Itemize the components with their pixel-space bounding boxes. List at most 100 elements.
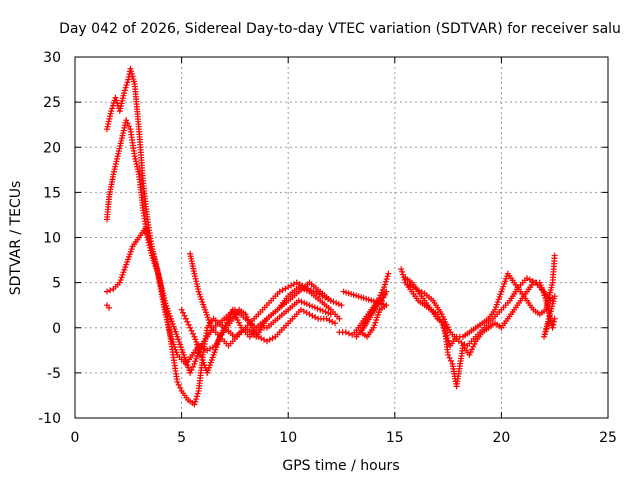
series-trace-5 [178, 306, 339, 376]
data-point [381, 284, 388, 291]
data-point [180, 309, 187, 316]
data-point [311, 304, 318, 311]
data-point [109, 105, 116, 112]
series-trace-8 [402, 275, 558, 390]
data-point [543, 325, 550, 332]
data-point [184, 318, 191, 325]
data-point [121, 90, 128, 97]
y-tick-label: -5 [47, 366, 61, 382]
plot-frame [74, 56, 609, 419]
data-point [466, 351, 473, 358]
y-axis-label: SDTVAR / TECUs [8, 181, 24, 296]
data-point [189, 330, 196, 337]
data-point [322, 308, 329, 315]
data-point [303, 301, 310, 308]
data-point [342, 329, 349, 336]
data-point [107, 287, 114, 294]
x-tick-label: 15 [386, 430, 404, 446]
data-point [551, 252, 558, 259]
data-point [338, 302, 345, 309]
data-point [319, 307, 326, 314]
data-point [177, 384, 184, 391]
data-point [550, 321, 557, 328]
data-point [541, 331, 548, 338]
data-point [384, 273, 391, 280]
data-point [544, 322, 551, 329]
data-point [175, 381, 182, 388]
data-point [385, 270, 392, 277]
data-point [178, 306, 185, 313]
data-point [126, 123, 133, 130]
data-point [187, 324, 194, 331]
data-point [187, 369, 194, 376]
data-point [124, 79, 131, 86]
data-point [330, 298, 337, 305]
data-point [188, 327, 195, 334]
x-tick-label: 5 [177, 430, 186, 446]
data-point [549, 324, 556, 331]
x-axis-label: GPS time / hours [282, 458, 399, 474]
data-point [470, 343, 477, 350]
data-point [123, 117, 130, 124]
data-point [336, 315, 343, 322]
data-point [121, 87, 128, 94]
data-point [108, 108, 115, 115]
data-point [378, 289, 385, 296]
data-point [445, 351, 452, 358]
data-point [109, 102, 116, 109]
data-point [174, 378, 181, 385]
data-point [541, 333, 548, 340]
data-point [245, 316, 252, 323]
data-point [340, 288, 347, 295]
data-point [383, 276, 390, 283]
data-point [106, 304, 113, 311]
x-tick-label: 0 [71, 430, 80, 446]
data-point [122, 84, 129, 91]
data-point [327, 297, 334, 304]
y-tick-label: 0 [52, 321, 61, 337]
data-point [381, 281, 388, 288]
y-tick-label: 30 [43, 50, 61, 66]
data-point [468, 346, 475, 353]
data-points [103, 65, 558, 408]
data-point [194, 390, 201, 397]
data-point [113, 97, 120, 104]
data-point [551, 315, 558, 322]
data-point [325, 310, 332, 317]
data-point [181, 312, 188, 319]
data-point [103, 288, 110, 295]
data-point [447, 357, 454, 364]
series-trace-4 [103, 250, 334, 349]
data-point [246, 319, 253, 326]
data-point [332, 320, 339, 327]
data-point [398, 266, 405, 273]
data-point [191, 401, 198, 408]
data-point [550, 318, 557, 325]
series-trace-6 [336, 270, 392, 340]
data-point [189, 363, 196, 370]
data-point [345, 330, 352, 337]
data-point [379, 286, 386, 293]
data-point [242, 311, 249, 318]
axis-ticks: 0 5 10 15 20 25 -10 -5 0 5 10 15 20 25 30 [38, 50, 617, 446]
series-trace-3 [103, 225, 345, 376]
data-point [382, 278, 389, 285]
data-point [124, 120, 131, 127]
data-point [471, 340, 478, 347]
data-point [333, 299, 340, 306]
data-point [446, 354, 453, 361]
series-trace-9 [404, 275, 558, 349]
data-point [327, 311, 334, 318]
data-point [467, 349, 474, 356]
data-point [193, 396, 200, 403]
y-tick-label: 25 [43, 95, 61, 111]
data-point [192, 398, 199, 405]
data-point [545, 320, 552, 327]
y-tick-label: 5 [52, 276, 61, 292]
data-point [188, 366, 195, 373]
data-point [295, 297, 302, 304]
series-trace-1 [103, 65, 343, 408]
data-point [314, 305, 321, 312]
y-tick-label: 15 [43, 185, 61, 201]
